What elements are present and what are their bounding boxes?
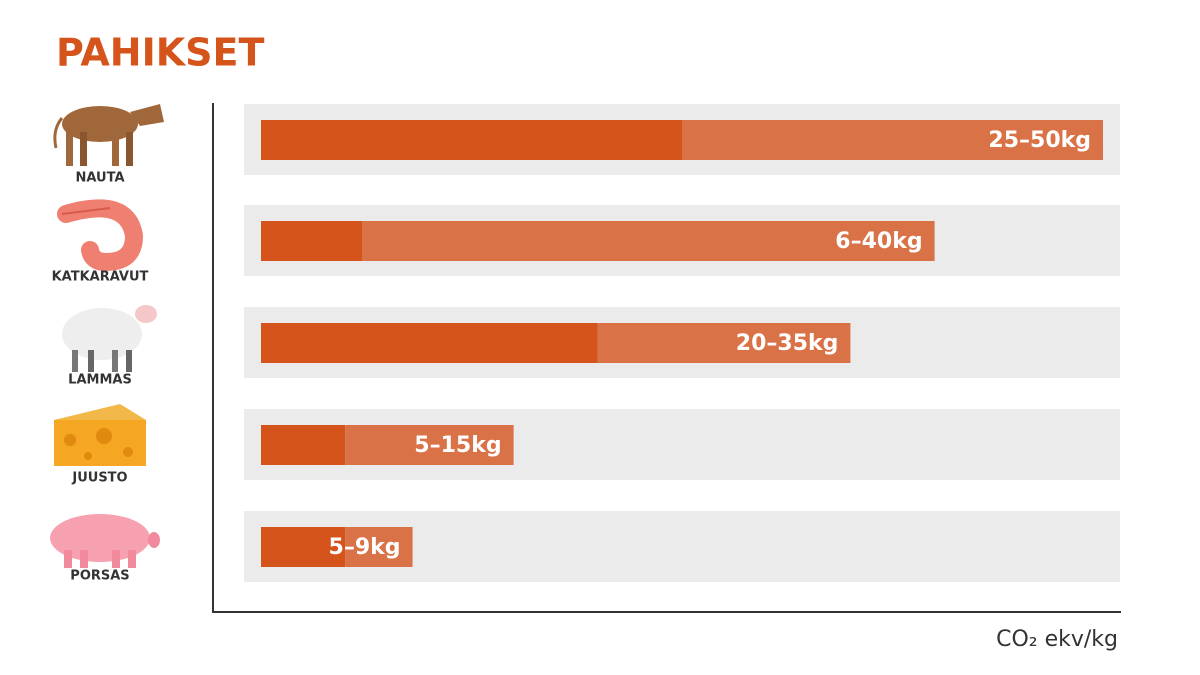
value-label: 6–40kg: [835, 229, 922, 254]
category-label: NAUTA: [75, 171, 124, 186]
pig-icon: [50, 514, 160, 568]
plot-area: 25–50kg 6–40kg 20–35kg 5–15kg 5–9kg: [244, 104, 1120, 582]
category-label: PORSAS: [70, 569, 129, 584]
value-label: 20–35kg: [736, 331, 839, 356]
sheep-icon: [62, 305, 157, 372]
bar-high: [345, 527, 413, 567]
x-axis-label: CO₂ ekv/kg: [996, 627, 1118, 652]
value-label: 5–9kg: [329, 535, 401, 560]
bar-low: [261, 323, 598, 363]
shrimp-icon: [57, 199, 144, 272]
bar-low: [261, 221, 363, 261]
value-label: 5–15kg: [414, 433, 501, 458]
bar-high: [597, 323, 851, 363]
bar-high: [362, 221, 935, 261]
bar-high: [345, 425, 514, 465]
bar-low: [261, 120, 682, 160]
cheese-icon: [54, 404, 146, 466]
bar-low: [261, 527, 346, 567]
value-label: 25–50kg: [988, 128, 1091, 153]
cow-icon: [53, 104, 164, 166]
category-label: KATKARAVUT: [52, 270, 149, 285]
chart-title: PAHIKSET: [56, 31, 264, 75]
category-label: JUUSTO: [71, 471, 127, 486]
bar-low: [261, 425, 346, 465]
bar-high: [682, 120, 1103, 160]
category-label: LAMMAS: [68, 373, 132, 388]
